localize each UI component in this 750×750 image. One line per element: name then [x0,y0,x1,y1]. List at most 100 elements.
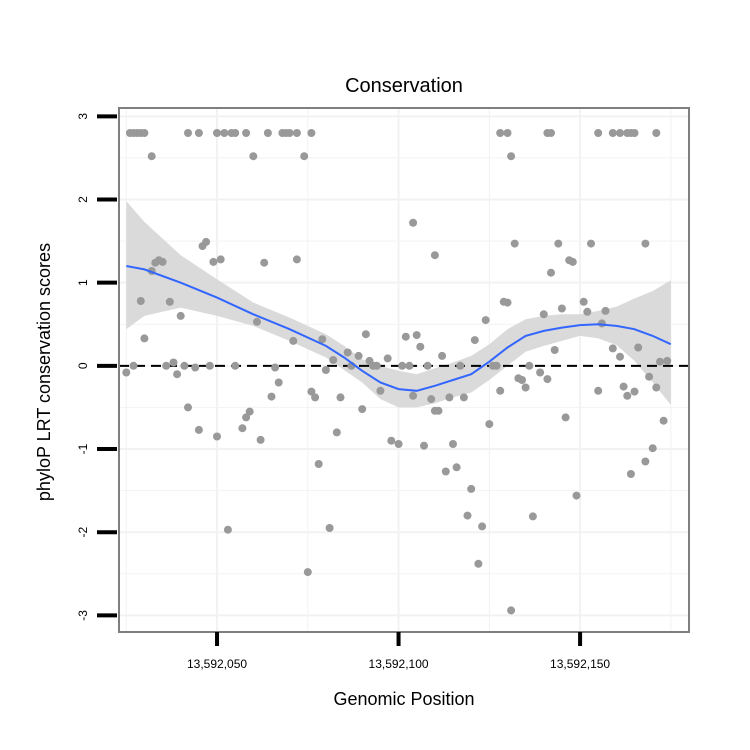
x-tick-label: 13,592,100 [369,657,429,671]
data-point [140,334,149,343]
data-point [184,403,192,412]
data-point [507,152,516,161]
data-point [140,129,149,137]
data-point [459,393,468,402]
data-point [336,393,345,402]
data-point [547,268,555,277]
data-point [245,407,254,416]
y-tick-label: -2 [76,527,90,538]
data-point [525,361,534,370]
data-point [318,335,327,344]
data-point [579,297,588,306]
data-point [427,395,436,404]
data-point [623,391,632,400]
data-point [656,357,664,366]
data-point [641,457,650,466]
y-tick-label: 2 [76,196,90,203]
data-point [173,370,182,379]
data-point [557,304,566,313]
data-point [271,363,280,372]
data-point [463,511,472,520]
data-point [528,512,537,521]
data-point [162,361,171,370]
y-axis-label: phyloP LRT conservation scores [34,243,54,501]
data-point [619,382,628,391]
data-point [191,363,200,372]
chart-title: Conservation [345,75,463,97]
points-layer [122,129,672,615]
data-point [608,129,617,137]
data-point [205,361,214,370]
data-point [292,129,301,137]
data-point [510,239,519,248]
y-tick-label: -3 [76,610,90,621]
data-point [507,606,516,615]
data-point [594,386,603,395]
data-point [147,152,156,161]
data-point [394,440,403,448]
y-tick-label: 3 [76,113,90,120]
data-point [129,361,138,370]
data-point [434,406,443,415]
data-point [220,129,229,137]
data-point [321,366,330,374]
data-point [401,332,410,341]
data-point [165,297,174,306]
data-point [496,129,505,137]
data-point [568,257,577,266]
data-point [332,428,341,437]
data-point [478,522,487,531]
x-tick-label: 13,592,150 [550,657,610,671]
data-point [307,129,316,137]
data-point [503,298,512,307]
data-point [587,239,595,248]
data-point [663,356,672,365]
data-point [398,361,407,370]
data-point [383,354,392,363]
data-point [601,306,610,315]
data-point [307,387,316,396]
data-point [325,524,334,532]
data-point [242,413,251,422]
y-tick-label: -1 [76,443,90,454]
data-point [289,336,298,345]
data-point [231,129,240,137]
data-point [616,129,624,137]
y-tick-label: 0 [76,362,90,369]
data-point [616,352,624,361]
data-point [300,152,309,161]
data-point [311,393,320,402]
data-point [539,310,548,319]
data-point [561,413,570,422]
data-point [547,129,555,137]
data-point [416,342,425,351]
data-point [456,361,465,370]
data-point [263,129,272,137]
data-point [361,330,370,339]
data-point [518,376,526,384]
data-point [481,316,490,325]
data-point [412,331,421,340]
data-point [634,343,643,352]
data-point [409,391,418,400]
data-point [354,351,363,360]
data-point [445,393,454,402]
data-point [329,356,338,364]
data-point [550,346,559,354]
data-point [122,368,131,377]
data-point [169,358,178,367]
data-point [467,484,476,493]
data-point [554,239,563,248]
data-point [213,129,221,137]
data-point [285,129,294,137]
data-point [209,257,218,266]
data-point [231,361,240,370]
data-point [608,344,617,353]
data-point [387,436,396,445]
data-point [176,311,185,320]
data-point [136,297,145,305]
data-point [267,392,276,401]
x-axis-label: Genomic Position [333,689,474,709]
data-point [536,368,545,377]
data-point [420,441,428,450]
